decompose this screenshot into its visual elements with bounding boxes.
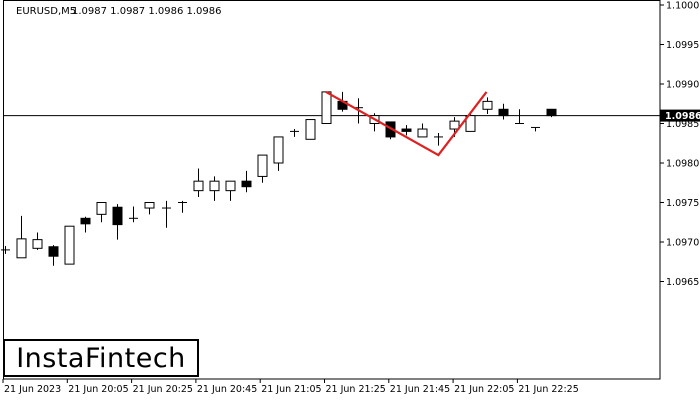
- time-tick-label: 21 Jun 22:05: [454, 384, 514, 395]
- price-tick-label: 1.0990: [666, 80, 699, 91]
- double-top-pattern: [325, 90, 488, 157]
- candle: [369, 113, 380, 132]
- candle-body: [401, 128, 412, 132]
- candle: [241, 170, 252, 193]
- candle-body: [273, 136, 284, 164]
- candle: [273, 136, 284, 171]
- candle: [465, 111, 476, 132]
- candle: [80, 216, 91, 233]
- chart-frame: [3, 0, 661, 380]
- candle-body: [193, 180, 204, 192]
- candle: [162, 200, 171, 228]
- price-tick-label: 1.0995: [666, 40, 699, 51]
- candle-body: [417, 128, 428, 138]
- time-tick-label: 21 Jun 20:05: [68, 384, 128, 395]
- price-tick-label: 1.1000: [666, 1, 699, 12]
- candle: [305, 119, 316, 140]
- candle-body: [241, 180, 252, 188]
- price-axis: 1.1000 1.0995 1.0990 1.0985 1.0980 1.0975 1.09…: [660, 1, 700, 288]
- price-tick-label: 1.0980: [666, 159, 699, 170]
- candle: [1, 245, 10, 254]
- candle: [64, 225, 75, 265]
- candle-body: [449, 120, 460, 130]
- candle: [16, 215, 27, 259]
- candle: [290, 129, 299, 137]
- price-tick-label: 1.0985: [666, 119, 699, 130]
- candle: [515, 109, 524, 124]
- candle: [178, 200, 187, 213]
- time-tick-label: 21 Jun 21:05: [261, 384, 321, 395]
- candle: [193, 168, 204, 197]
- time-axis: 21 Jun 2023 21 Jun 20:05 21 Jun 20:25 21 Ju…: [2, 379, 579, 395]
- candle-body: [257, 154, 268, 177]
- price-tick-label: 1.0975: [666, 198, 699, 209]
- chart-ohlc-label: 1.0987 1.0987 1.0986 1.0986: [72, 6, 222, 17]
- candle: [144, 202, 155, 215]
- candle-body: [305, 119, 316, 140]
- candle: [401, 125, 412, 136]
- candle-body: [546, 108, 557, 117]
- current-price-label: 1.0986: [665, 111, 700, 122]
- time-tick-label: 21 Jun 20:25: [133, 384, 193, 395]
- time-tick-label: 21 Jun 20:45: [197, 384, 257, 395]
- candle: [32, 232, 43, 250]
- plot-border: [3, 0, 661, 380]
- instafintech-logo: InstaFintech: [3, 339, 199, 377]
- candle: [546, 108, 557, 118]
- candle: [321, 91, 332, 125]
- candle-body: [96, 202, 107, 215]
- candle-body: [16, 238, 27, 259]
- candle: [257, 154, 268, 183]
- time-tick-label: 21 Jun 22:25: [518, 384, 578, 395]
- pattern-line: [325, 90, 488, 157]
- candle: [225, 180, 236, 201]
- candle: [434, 132, 443, 146]
- candle-body: [48, 246, 59, 257]
- candle: [48, 245, 59, 266]
- candle-body: [498, 108, 509, 117]
- candle: [498, 103, 509, 120]
- price-tick-label: 1.0965: [666, 277, 699, 288]
- candle: [96, 202, 107, 223]
- candle: [209, 176, 220, 201]
- candle-body: [321, 91, 332, 125]
- price-tick-label: 1.0970: [666, 238, 699, 249]
- candles-group: [1, 91, 557, 266]
- candle-body: [482, 100, 493, 110]
- candle: [129, 206, 138, 223]
- candle-body: [225, 180, 236, 192]
- candle-body: [112, 206, 123, 226]
- candle-body: [32, 239, 43, 249]
- time-tick-label: 21 Jun 2023: [4, 384, 61, 395]
- candle-body: [64, 225, 75, 265]
- candle-body: [465, 115, 476, 132]
- candle-body: [144, 202, 155, 209]
- time-tick-label: 21 Jun 21:25: [326, 384, 386, 395]
- time-tick-label: 21 Jun 21:45: [390, 384, 450, 395]
- candle-body: [80, 217, 91, 225]
- chart-symbol-label: EURUSD,M5: [16, 6, 76, 17]
- candle: [482, 97, 493, 115]
- current-price-badge: [660, 109, 700, 122]
- candle: [531, 126, 540, 132]
- candle: [112, 204, 123, 240]
- candle-body: [209, 180, 220, 192]
- candle: [417, 123, 428, 138]
- logo-text: InstaFintech: [16, 342, 186, 374]
